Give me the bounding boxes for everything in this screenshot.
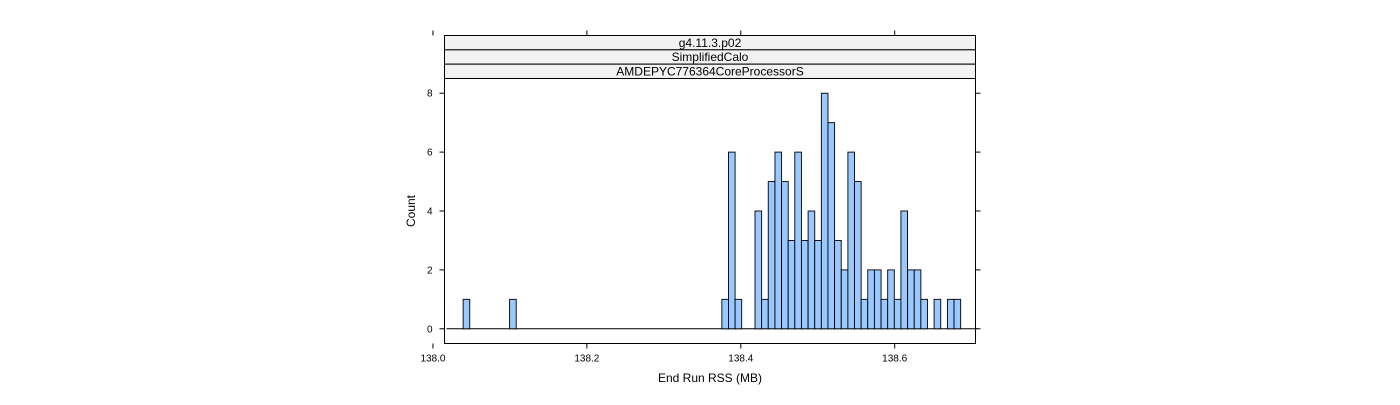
histogram-bar bbox=[840, 269, 849, 330]
strip-label: g4.11.3.p02 bbox=[679, 36, 742, 50]
y-tick-label: 6 bbox=[427, 148, 433, 159]
x-tick-label: 138.0 bbox=[420, 354, 445, 365]
histogram-bar bbox=[907, 269, 915, 330]
histogram-bar bbox=[761, 298, 769, 330]
y-tick-label: 4 bbox=[427, 207, 433, 218]
histogram-bar bbox=[462, 298, 471, 330]
histogram-bar bbox=[734, 298, 743, 330]
strip-label: SimplifiedCalo bbox=[672, 50, 749, 64]
histogram-bar bbox=[728, 151, 736, 330]
bars-group bbox=[446, 92, 978, 330]
y-tick-label: 0 bbox=[427, 324, 433, 335]
histogram-bar bbox=[933, 298, 942, 330]
histogram-bar bbox=[800, 239, 809, 330]
x-tick-label: 138.4 bbox=[728, 354, 753, 365]
histogram-bar bbox=[754, 210, 763, 330]
histogram-bar bbox=[814, 239, 822, 330]
y-tick-label: 8 bbox=[427, 89, 433, 100]
strip-group: g4.11.3.p02SimplifiedCaloAMDEPYC776364Co… bbox=[444, 35, 976, 79]
histogram-bar bbox=[900, 210, 909, 330]
histogram-bar bbox=[774, 151, 783, 330]
histogram-bar bbox=[847, 151, 855, 330]
histogram-bar bbox=[920, 298, 928, 330]
histogram-bar bbox=[509, 298, 517, 330]
histogram-bar bbox=[867, 269, 875, 330]
histogram-bar bbox=[887, 269, 895, 330]
strip-label: AMDEPYC776364CoreProcessorS bbox=[616, 64, 803, 78]
x-tick-label: 138.6 bbox=[882, 354, 907, 365]
histogram-bar bbox=[953, 298, 962, 330]
histogram-bar bbox=[854, 181, 862, 330]
histogram-bar bbox=[946, 298, 955, 330]
y-tick-label: 2 bbox=[427, 265, 433, 276]
histogram-bar bbox=[721, 298, 729, 330]
histogram-bar bbox=[834, 239, 842, 330]
x-axis-label: End Run RSS (MB) bbox=[658, 371, 762, 385]
histogram-bar bbox=[781, 181, 789, 330]
histogram-bar bbox=[893, 298, 902, 330]
histogram-bar bbox=[880, 298, 889, 330]
x-tick-label: 138.2 bbox=[574, 354, 599, 365]
y-axis-label: Count bbox=[404, 194, 418, 227]
histogram-bar bbox=[873, 269, 882, 330]
histogram-bar bbox=[794, 151, 802, 330]
axes-group: 138.0 138.2 138.4 138.6 0 2 4 6 8 bbox=[420, 30, 981, 365]
histogram-bar bbox=[913, 269, 922, 330]
histogram-bar bbox=[807, 210, 816, 330]
histogram-bar bbox=[767, 181, 776, 330]
histogram-bar bbox=[827, 122, 836, 330]
histogram-bar bbox=[787, 239, 796, 330]
histogram-bar bbox=[820, 92, 829, 330]
histogram-bar bbox=[860, 298, 869, 330]
